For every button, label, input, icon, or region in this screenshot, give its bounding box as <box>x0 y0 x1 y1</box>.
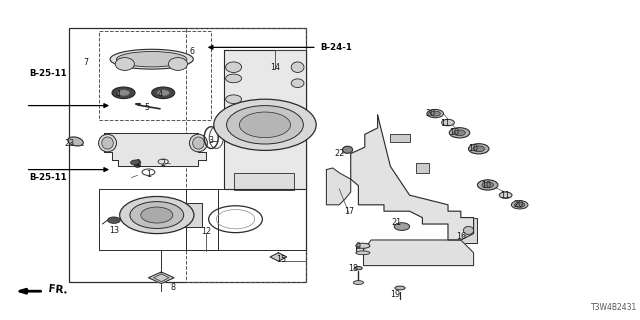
Bar <box>186 189 306 250</box>
Text: 22: 22 <box>334 149 344 158</box>
Bar <box>186 28 306 282</box>
Ellipse shape <box>356 243 370 248</box>
Text: 10: 10 <box>481 181 492 190</box>
Polygon shape <box>224 50 306 189</box>
Circle shape <box>454 130 465 136</box>
Text: 10: 10 <box>449 128 460 137</box>
Text: 20: 20 <box>513 200 524 209</box>
Circle shape <box>515 202 525 207</box>
Circle shape <box>511 201 528 209</box>
Polygon shape <box>148 272 174 284</box>
Bar <box>356 246 370 253</box>
Text: B-25-11: B-25-11 <box>29 173 67 182</box>
Polygon shape <box>351 115 474 240</box>
Ellipse shape <box>356 251 370 255</box>
Text: 4: 4 <box>157 90 163 99</box>
Ellipse shape <box>291 62 304 73</box>
Text: 15: 15 <box>276 255 287 264</box>
Text: 7: 7 <box>84 58 89 67</box>
Text: 18: 18 <box>348 264 358 273</box>
Polygon shape <box>326 168 351 205</box>
Text: 4: 4 <box>116 90 121 99</box>
Circle shape <box>473 146 484 152</box>
Ellipse shape <box>291 79 304 87</box>
Text: 5: 5 <box>145 103 150 112</box>
Bar <box>234 173 294 190</box>
Circle shape <box>394 223 410 230</box>
Ellipse shape <box>99 134 116 152</box>
Circle shape <box>427 109 444 118</box>
Ellipse shape <box>355 267 362 270</box>
Circle shape <box>482 182 493 188</box>
Text: 16: 16 <box>456 232 466 241</box>
Circle shape <box>112 87 135 99</box>
Circle shape <box>239 112 291 138</box>
Circle shape <box>499 192 512 198</box>
Text: 13: 13 <box>109 226 119 235</box>
Circle shape <box>214 99 316 150</box>
Bar <box>99 31 211 120</box>
Bar <box>69 28 306 282</box>
Ellipse shape <box>102 137 113 149</box>
Bar <box>99 189 218 250</box>
Polygon shape <box>104 133 206 166</box>
Circle shape <box>442 119 454 126</box>
Circle shape <box>117 90 130 96</box>
Circle shape <box>449 128 470 138</box>
Ellipse shape <box>463 227 474 234</box>
Circle shape <box>131 160 141 165</box>
Polygon shape <box>364 240 474 266</box>
Text: 10: 10 <box>468 144 479 153</box>
Text: 2: 2 <box>161 159 166 168</box>
Ellipse shape <box>168 58 188 70</box>
Ellipse shape <box>189 134 207 152</box>
Circle shape <box>468 144 489 154</box>
Circle shape <box>141 207 173 223</box>
Text: 11: 11 <box>500 191 511 200</box>
Text: 23: 23 <box>64 140 74 148</box>
Text: 6: 6 <box>189 47 195 56</box>
Text: B-25-11: B-25-11 <box>29 69 67 78</box>
Circle shape <box>477 180 498 190</box>
Circle shape <box>130 202 184 228</box>
Ellipse shape <box>116 52 187 67</box>
Ellipse shape <box>226 95 242 104</box>
Ellipse shape <box>226 62 242 73</box>
Text: 2: 2 <box>135 159 140 168</box>
Ellipse shape <box>193 137 204 149</box>
Text: 12: 12 <box>201 228 211 236</box>
Bar <box>390 134 410 142</box>
Circle shape <box>227 106 303 144</box>
Circle shape <box>430 111 440 116</box>
Bar <box>173 203 202 227</box>
Bar <box>416 163 429 173</box>
Text: 14: 14 <box>270 63 280 72</box>
Text: 20: 20 <box>425 109 435 118</box>
Circle shape <box>134 164 141 167</box>
Text: FR.: FR. <box>48 284 68 296</box>
Polygon shape <box>270 253 287 261</box>
Text: 1: 1 <box>146 170 151 179</box>
Ellipse shape <box>110 49 193 69</box>
Text: B-24-1: B-24-1 <box>320 43 352 52</box>
Circle shape <box>108 217 120 223</box>
Circle shape <box>152 87 175 99</box>
Ellipse shape <box>115 58 134 70</box>
Ellipse shape <box>68 137 83 146</box>
Text: 19: 19 <box>390 290 401 299</box>
Text: 3: 3 <box>209 136 214 145</box>
Text: T3W4B2431: T3W4B2431 <box>591 303 637 312</box>
Ellipse shape <box>395 286 405 290</box>
Ellipse shape <box>342 146 353 153</box>
Circle shape <box>157 90 170 96</box>
Bar <box>461 218 477 243</box>
Text: 21: 21 <box>392 218 402 227</box>
Text: 11: 11 <box>440 119 450 128</box>
Text: 8: 8 <box>170 284 175 292</box>
Circle shape <box>120 196 194 234</box>
Ellipse shape <box>226 74 242 83</box>
Text: 9: 9 <box>356 242 361 251</box>
Text: 17: 17 <box>344 207 354 216</box>
Ellipse shape <box>353 281 364 284</box>
